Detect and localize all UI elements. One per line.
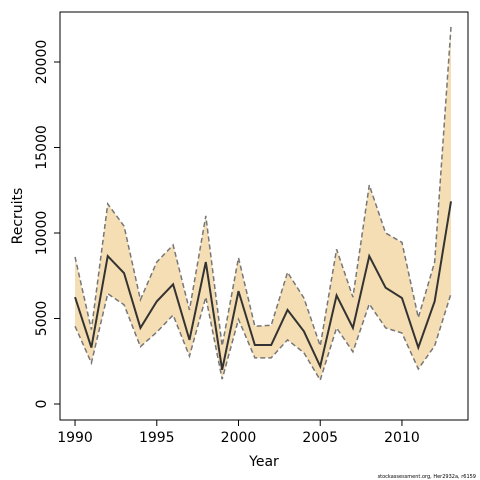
plot-frame (59, 11, 469, 421)
bound-line (74, 292, 452, 382)
x-tick-label: 2000 (221, 430, 257, 446)
bound-line (74, 26, 452, 347)
y-tick-label: 5000 (34, 301, 50, 337)
y-tick-label: 10000 (34, 211, 50, 256)
y-tick-label: 20000 (34, 40, 50, 85)
x-axis-label: Year (248, 454, 279, 470)
x-tick-label: 2010 (384, 430, 420, 446)
y-tick-label: 0 (34, 400, 50, 409)
x-tick-label: 1995 (139, 430, 175, 446)
confidence-band (75, 26, 452, 381)
footnote: stockassessment.org, Her2932a, r6159 (378, 474, 476, 480)
x-tick-label: 1990 (57, 430, 93, 446)
x-tick-label: 2005 (302, 430, 338, 446)
y-tick-label: 15000 (34, 125, 50, 170)
y-axis-label: Recruits (10, 188, 26, 245)
estimate-line (74, 201, 452, 370)
